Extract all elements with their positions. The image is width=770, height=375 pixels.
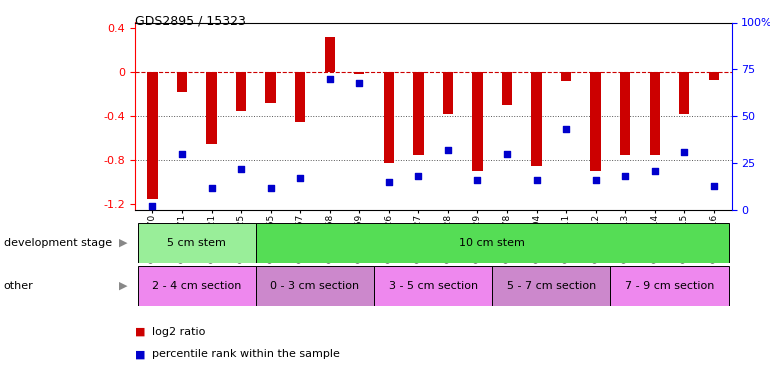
Point [235,166,247,172]
Bar [611,266,728,306]
Text: ■: ■ [135,327,146,337]
Point [442,147,454,153]
Point [531,177,543,183]
Bar [256,266,374,306]
Bar [295,72,306,122]
Text: ■: ■ [135,350,146,359]
Point [264,184,276,190]
Text: 0 - 3 cm section: 0 - 3 cm section [270,281,360,291]
Text: 5 - 7 cm section: 5 - 7 cm section [507,281,596,291]
Bar [650,72,660,155]
Point [619,173,631,179]
Point [383,179,395,185]
Point [708,183,720,189]
Bar [266,72,276,103]
Bar [383,72,394,163]
Point [500,151,513,157]
Bar [492,266,611,306]
Bar [679,72,689,114]
Point [471,177,484,183]
Text: ▶: ▶ [119,281,128,291]
Bar [413,72,424,155]
Point [678,149,691,155]
Point [176,151,188,157]
Bar [256,223,728,262]
Text: 10 cm stem: 10 cm stem [459,238,525,248]
Text: 7 - 9 cm section: 7 - 9 cm section [624,281,714,291]
Text: log2 ratio: log2 ratio [152,327,205,337]
Bar [177,72,187,92]
Point [206,184,218,190]
Text: other: other [4,281,34,291]
Bar [472,72,483,171]
Point [146,203,159,209]
Point [412,173,424,179]
Text: 5 cm stem: 5 cm stem [167,238,226,248]
Point [590,177,602,183]
Bar [708,72,719,80]
Point [560,126,572,132]
Text: development stage: development stage [4,238,112,248]
Text: GDS2895 / 15323: GDS2895 / 15323 [135,15,246,28]
Bar [236,72,246,111]
Bar [620,72,631,155]
Bar [147,72,158,199]
Bar [325,37,335,72]
Bar [206,72,216,144]
Bar [374,266,492,306]
Text: 3 - 5 cm section: 3 - 5 cm section [389,281,477,291]
Text: 2 - 4 cm section: 2 - 4 cm section [152,281,242,291]
Bar [138,266,256,306]
Bar [561,72,571,81]
Bar [138,223,256,262]
Bar [591,72,601,171]
Bar [502,72,512,105]
Text: percentile rank within the sample: percentile rank within the sample [152,350,340,359]
Bar [443,72,453,114]
Bar [531,72,541,166]
Point [323,76,336,82]
Text: ▶: ▶ [119,238,128,248]
Point [294,175,306,181]
Point [353,80,366,86]
Bar [354,72,364,74]
Point [648,168,661,174]
